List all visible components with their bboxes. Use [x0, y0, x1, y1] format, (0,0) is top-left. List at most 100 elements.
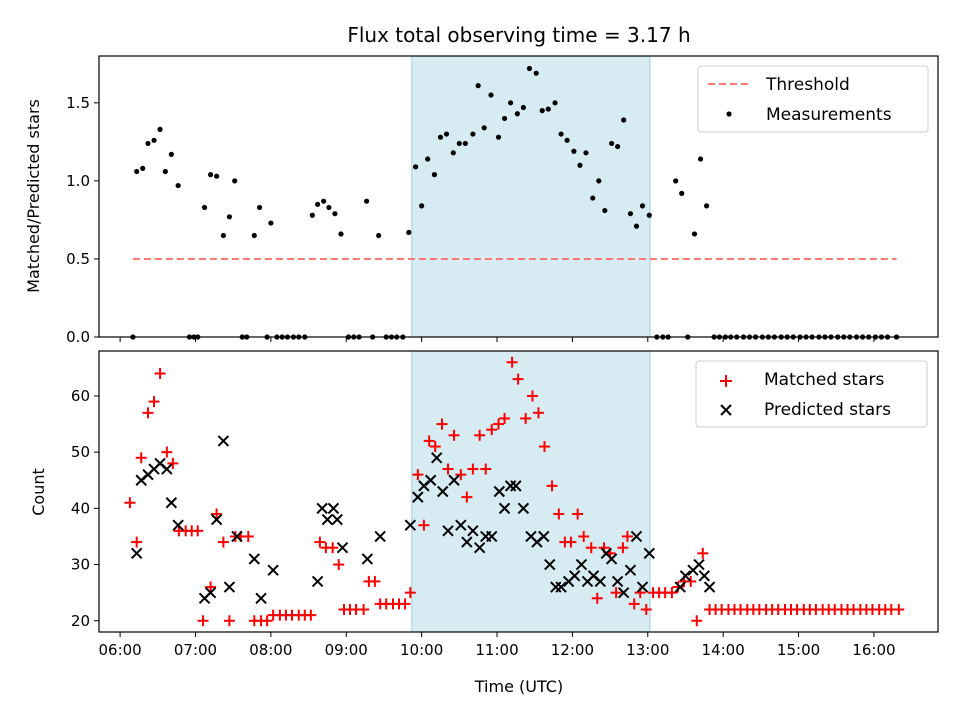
data-point	[437, 134, 444, 140]
data-point	[475, 83, 481, 89]
data-point	[495, 134, 502, 140]
legend-bottom: Matched stars Predicted stars	[695, 360, 928, 428]
x-tick-label: 10:00	[400, 641, 443, 659]
data-point	[621, 117, 627, 123]
data-point	[673, 178, 679, 184]
data-point	[442, 525, 454, 537]
data-point	[506, 356, 518, 368]
legend-measurements-label: Measurements	[766, 105, 892, 125]
data-point	[693, 558, 705, 571]
data-point	[172, 519, 184, 531]
data-point	[555, 581, 567, 593]
data-point	[672, 581, 684, 593]
top-y-axis-label: Matched/Predicted stars	[24, 99, 43, 293]
data-point	[436, 418, 448, 430]
data-point	[481, 125, 487, 131]
data-point	[413, 164, 419, 170]
data-point	[512, 373, 524, 385]
data-point	[697, 547, 709, 559]
data-point	[201, 204, 208, 211]
data-point	[608, 140, 615, 147]
data-point	[474, 429, 486, 441]
legend-threshold-label: Threshold	[765, 75, 850, 95]
y-tick-label: 30	[71, 556, 90, 574]
chart-title: Flux total observing time = 3.17 h	[347, 23, 690, 47]
data-point	[526, 390, 538, 402]
y-tick-label: 1.0	[66, 172, 90, 190]
data-point	[473, 541, 486, 554]
x-axis: 06:00 07:00 08:00 09:00 10:00 11:00 12:00 13:00…	[98, 641, 895, 659]
x-tick-label: 15:00	[777, 641, 820, 659]
data-point	[520, 412, 532, 424]
data-point	[429, 441, 441, 453]
data-point	[679, 190, 685, 196]
data-point	[493, 485, 505, 498]
data-point	[135, 452, 147, 464]
data-point	[217, 536, 229, 548]
data-point	[679, 570, 692, 582]
data-point	[223, 581, 236, 593]
data-point	[456, 140, 462, 147]
data-point	[168, 151, 174, 157]
x-tick-label: 11:00	[475, 641, 518, 659]
data-point	[207, 172, 214, 178]
data-point	[461, 536, 473, 548]
axes-frame	[98, 350, 939, 633]
data-point	[610, 587, 622, 599]
x-axis-label: Time (UTC)	[474, 677, 563, 696]
data-point	[467, 463, 479, 475]
data-point	[486, 424, 498, 436]
x-tick-label: 13:00	[626, 641, 669, 659]
observing-window-span	[411, 350, 651, 633]
data-point	[268, 220, 274, 226]
data-point	[423, 435, 435, 447]
data-point	[583, 150, 589, 156]
data-point	[514, 111, 520, 117]
data-point	[211, 508, 223, 520]
x-tick-label: 06:00	[98, 641, 141, 659]
data-point	[404, 519, 417, 531]
data-point	[369, 575, 381, 587]
y-tick-label: 20	[71, 612, 90, 630]
x-tick-label: 08:00	[249, 641, 292, 659]
data-point	[425, 156, 431, 162]
data-point	[316, 502, 328, 515]
data-point	[493, 418, 505, 430]
data-point	[148, 396, 160, 408]
data-point	[565, 536, 577, 548]
data-point	[256, 204, 263, 211]
legend-predicted-swatch	[720, 404, 732, 416]
data-point	[418, 519, 430, 531]
data-point	[197, 615, 209, 627]
data-point	[591, 592, 603, 604]
data-point	[404, 587, 416, 599]
data-point	[131, 536, 143, 548]
axes-frame	[98, 55, 939, 338]
series-predicted-stars	[130, 435, 716, 604]
data-point	[321, 198, 327, 204]
legend-top: Threshold Measurements	[697, 65, 929, 133]
data-point	[461, 491, 473, 503]
data-point	[510, 480, 522, 492]
data-point	[517, 502, 530, 515]
data-point	[175, 182, 181, 189]
data-point	[577, 162, 583, 168]
data-point	[192, 525, 204, 537]
data-point	[596, 178, 602, 184]
data-point	[520, 104, 526, 111]
data-point	[480, 463, 492, 475]
data-point	[558, 131, 564, 137]
data-point	[571, 148, 577, 154]
data-point	[338, 231, 344, 237]
data-point	[210, 513, 223, 526]
data-point	[331, 513, 343, 526]
data-point	[242, 530, 254, 542]
data-point	[161, 446, 173, 458]
data-point	[621, 530, 633, 542]
data-point	[151, 137, 157, 143]
data-point	[501, 115, 508, 122]
data-point	[448, 474, 460, 486]
x-tick-label: 14:00	[702, 641, 745, 659]
data-point	[448, 429, 460, 441]
